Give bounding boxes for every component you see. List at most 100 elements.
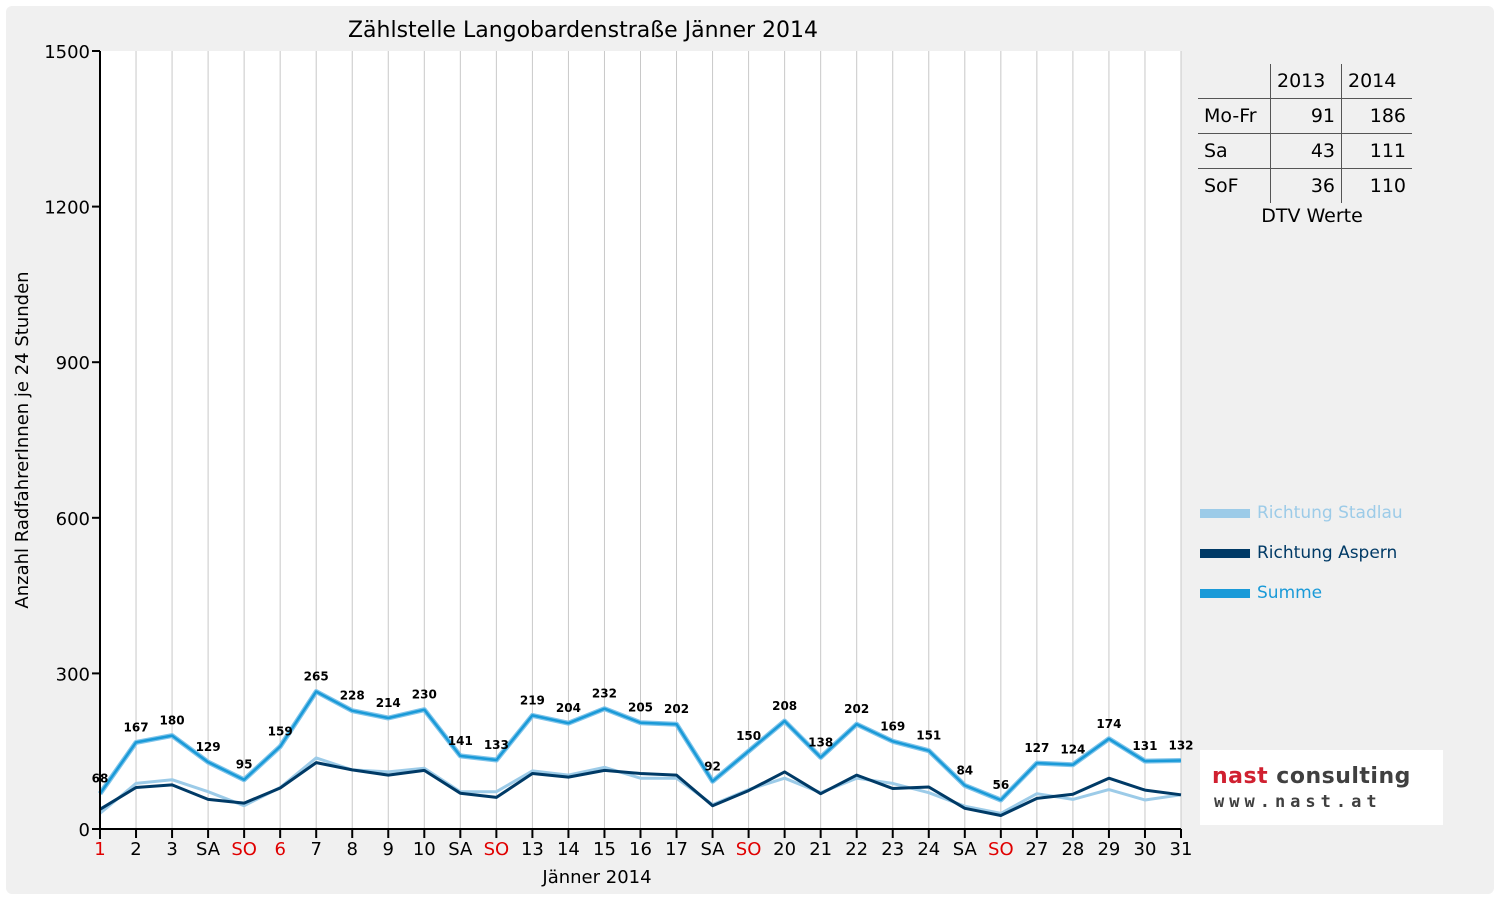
x-tick-label: SA: [196, 839, 221, 860]
series-lines: [97, 689, 1182, 817]
x-axis-label: Jänner 2014: [541, 867, 651, 888]
x-tick-label: 17: [665, 839, 688, 860]
x-tick-label: 2: [130, 839, 141, 860]
data-label: 202: [844, 702, 869, 716]
x-tick-label: SO: [484, 839, 510, 860]
series-line-aspern: [99, 761, 1182, 817]
data-label: 132: [1168, 739, 1193, 753]
dtv-value-2014: 111: [1341, 133, 1412, 169]
dtv-header-row: 2013 2014: [1198, 64, 1412, 99]
dtv-caption: DTV Werte: [1261, 205, 1363, 227]
dtv-row-sa: Sa 43 111: [1198, 133, 1412, 169]
data-label: 232: [592, 687, 617, 701]
data-label: 150: [736, 729, 761, 743]
y-tick-label: 300: [56, 664, 90, 685]
data-label: 208: [772, 699, 797, 713]
legend-item-stadlau: Richtung Stadlau: [1200, 493, 1403, 533]
data-label: 174: [1096, 717, 1121, 731]
data-label: 138: [808, 735, 833, 749]
x-tick-label: SA: [953, 839, 978, 860]
y-tick-label: 600: [56, 509, 90, 530]
legend-label: Summe: [1257, 583, 1323, 603]
legend-label: Richtung Stadlau: [1257, 503, 1403, 523]
x-tick-label: 31: [1170, 839, 1193, 860]
legend-swatch-aspern: [1200, 548, 1250, 558]
dtv-row-label: Mo-Fr: [1198, 98, 1271, 134]
logo-word-consulting: consulting: [1276, 764, 1411, 789]
logo-word-nast: nast: [1212, 764, 1269, 789]
x-tick-label: SO: [736, 839, 762, 860]
x-tick-label: 6: [274, 839, 285, 860]
x-tick-label: SA: [701, 839, 726, 860]
x-tick-label: 15: [593, 839, 616, 860]
x-tick-label: 23: [881, 839, 904, 860]
x-tick-label: 22: [845, 839, 868, 860]
x-tick-label: SA: [448, 839, 473, 860]
x-tick-label: 24: [917, 839, 940, 860]
x-tick-label: 3: [166, 839, 177, 860]
dtv-row-label: SoF: [1198, 168, 1271, 203]
x-tick-label: 14: [557, 839, 580, 860]
data-label: 151: [916, 729, 941, 743]
data-label: 84: [956, 763, 973, 777]
dtv-value-2014: 186: [1341, 98, 1412, 134]
x-tick-label: 8: [347, 839, 358, 860]
data-label: 159: [268, 725, 293, 739]
legend-label: Richtung Aspern: [1257, 543, 1398, 563]
x-tick-label: SO: [231, 839, 257, 860]
x-tick-label: 9: [383, 839, 394, 860]
legend-swatch-stadlau: [1200, 508, 1250, 518]
data-labels: 6816718012995159265228214230141133219204…: [92, 670, 1194, 792]
y-tick-label: 1200: [44, 198, 90, 219]
y-axis-label: Anzahl RadfahrerInnen je 24 Stunden: [12, 271, 33, 608]
y-tick-label: 1500: [44, 42, 90, 63]
data-label: 214: [376, 696, 401, 710]
data-label: 129: [196, 740, 221, 754]
x-tick-label: 13: [521, 839, 544, 860]
logo-url: www.nast.at: [1214, 792, 1382, 812]
dtv-header-2013: 2013: [1270, 64, 1342, 99]
data-label: 92: [704, 759, 721, 773]
legend-item-summe: Summe: [1200, 573, 1403, 613]
legend-swatch-summe: [1200, 588, 1250, 598]
x-tick-label: 16: [629, 839, 652, 860]
dtv-table: 2013 2014 Mo-Fr 91 186 Sa 43 111 SoF 36 …: [1198, 64, 1412, 227]
x-tick-label: 30: [1134, 839, 1157, 860]
data-label: 169: [880, 719, 905, 733]
y-tick-label: 900: [56, 353, 90, 374]
x-tick-label: 29: [1097, 839, 1120, 860]
x-tick-label: 28: [1061, 839, 1084, 860]
data-label: 219: [520, 693, 545, 707]
data-label: 205: [628, 701, 653, 715]
data-label: 230: [412, 688, 437, 702]
company-logo: nast consulting www.nast.at: [1200, 750, 1443, 825]
legend-item-aspern: Richtung Aspern: [1200, 533, 1403, 573]
data-label: 228: [340, 689, 365, 703]
logo-wordmark: nast consulting: [1212, 764, 1411, 789]
x-tick-label: 27: [1025, 839, 1048, 860]
data-label: 265: [304, 670, 329, 684]
dtv-header-empty: [1198, 64, 1271, 99]
x-tick-label: 1: [94, 839, 105, 860]
data-label: 202: [664, 702, 689, 716]
data-label: 167: [124, 720, 149, 734]
data-label: 95: [236, 758, 253, 772]
grid: [100, 51, 1182, 829]
x-tick-label: 21: [809, 839, 832, 860]
data-label: 180: [160, 714, 185, 728]
x-tick-label: 10: [413, 839, 436, 860]
series-line-summe: [98, 690, 1182, 802]
x-tick-label: SO: [988, 839, 1014, 860]
dtv-row-label: Sa: [1198, 133, 1271, 169]
y-tick-label: 0: [79, 820, 90, 841]
data-label: 56: [992, 778, 1009, 792]
x-tick-label: 20: [773, 839, 796, 860]
dtv-row-sof: SoF 36 110: [1198, 168, 1412, 203]
dtv-value-2013: 91: [1270, 98, 1342, 134]
legend: Richtung Stadlau Richtung Aspern Summe: [1200, 493, 1403, 613]
dtv-header-2014: 2014: [1341, 64, 1412, 99]
data-label: 127: [1024, 741, 1049, 755]
x-tick-label: 7: [310, 839, 321, 860]
